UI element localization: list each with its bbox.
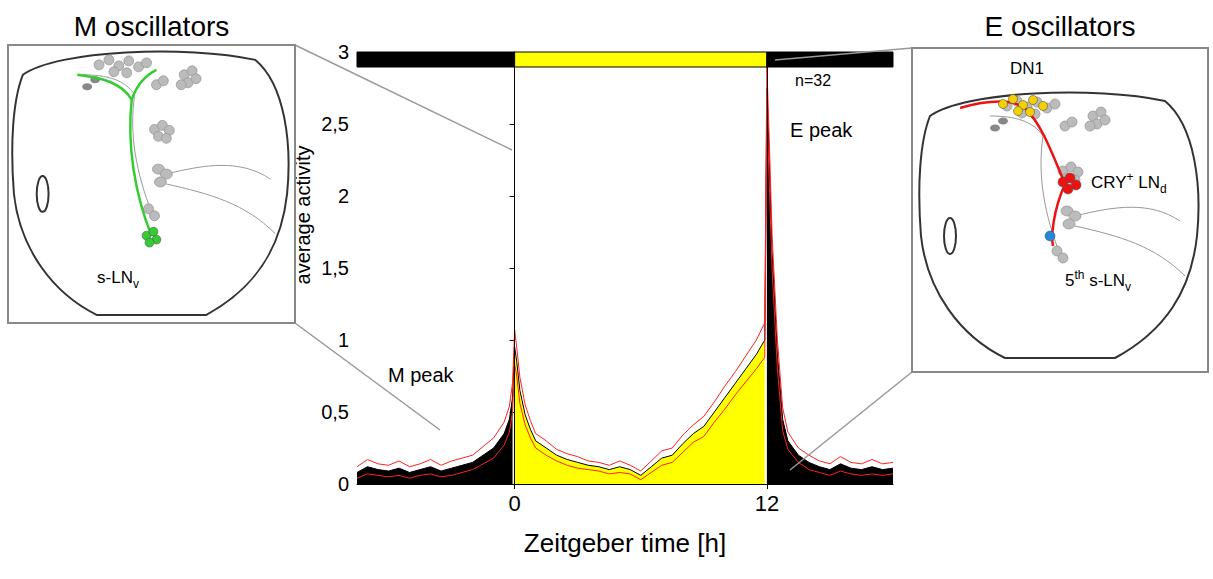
svg-text:average activity: average activity [292,146,314,285]
svg-text:n=32: n=32 [795,72,831,89]
svg-text:E oscillators: E oscillators [985,11,1136,42]
svg-text:1,5: 1,5 [321,257,349,279]
svg-text:DN1: DN1 [1010,59,1044,78]
svg-text:M oscillators: M oscillators [74,11,230,42]
svg-text:0,5: 0,5 [321,401,349,423]
svg-text:3: 3 [338,41,349,63]
svg-text:Zeitgeber time [h]: Zeitgeber time [h] [524,528,726,558]
svg-text:0: 0 [509,491,521,516]
svg-text:0: 0 [338,473,349,495]
svg-text:M peak: M peak [388,364,455,386]
svg-text:s-LNv: s-LNv [97,268,139,291]
svg-text:2: 2 [338,185,349,207]
svg-text:1: 1 [338,329,349,351]
svg-text:E peak: E peak [790,119,853,141]
svg-text:CRY+ LNd: CRY+ LNd [1091,170,1167,196]
svg-text:12: 12 [755,491,779,516]
svg-text:5th s-LNv: 5th s-LNv [1065,268,1131,294]
svg-text:2,5: 2,5 [321,113,349,135]
